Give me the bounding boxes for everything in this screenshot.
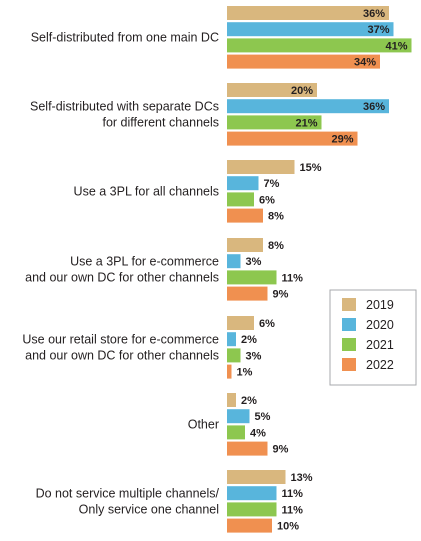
bar-2021 [227,115,322,130]
category-label: Only service one channel [79,502,219,516]
bar-2022 [227,364,232,379]
bar-2022 [227,131,358,146]
data-label: 4% [250,427,266,439]
category-label: for different channels [102,115,219,129]
category-labels-layer: Self-distributed from one main DC Self-di… [22,30,219,516]
data-label: 8% [268,211,284,223]
bar-2019 [227,238,263,252]
bar-2019 [227,83,317,97]
bar-2022 [227,54,380,69]
data-label: 10% [277,521,299,533]
legend-label-2021: 2021 [366,338,394,352]
data-label: 5% [255,411,271,423]
data-label: 6% [259,318,275,330]
bar-2021 [227,192,254,207]
bar-2020 [227,486,277,501]
data-label: 2% [241,395,257,407]
legend-swatch-2020 [342,318,356,331]
category-label: Use our retail store for e-commerce [22,332,219,346]
data-label: 34% [354,57,376,69]
bar-2019 [227,6,389,20]
legend: 2019 2020 2021 2022 [329,289,417,386]
data-label: 9% [273,444,289,456]
data-label: 9% [273,289,289,301]
category-label: Use a 3PL for e-commerce [70,254,219,268]
bar-2021 [227,425,245,440]
bar-2020 [227,254,241,269]
bar-2020 [227,99,389,114]
bar-2021 [227,38,412,53]
bar-2020 [227,332,236,347]
legend-swatch-2022 [342,358,356,371]
legend-swatch-2021 [342,338,356,351]
bar-2022 [227,208,263,223]
data-label: 1% [237,367,253,379]
category-label: Self-distributed from one main DC [31,30,219,44]
data-label: 36% [363,101,385,113]
bar-2021 [227,502,277,517]
legend-label-2022: 2022 [366,358,394,372]
data-label: 7% [264,178,280,190]
bar-2020 [227,22,394,37]
bar-2019 [227,393,236,407]
bar-2019 [227,470,286,484]
data-label: 2% [241,334,257,346]
legend-swatch-2019 [342,298,356,311]
category-label: Use a 3PL for all channels [74,184,219,198]
data-label: 3% [246,350,262,362]
bar-2022 [227,441,268,456]
bar-2022 [227,518,272,533]
category-label: Self-distributed with separate DCs [30,99,219,113]
data-label: 15% [300,162,322,174]
category-label: Other [188,417,219,431]
data-label: 3% [246,256,262,268]
bar-2021 [227,270,277,285]
bar-2020 [227,176,259,191]
bar-2020 [227,409,250,424]
bar-2019 [227,160,295,174]
data-label: 20% [291,85,313,97]
data-label: 13% [291,472,313,484]
bars-layer: 36% 37% 41% 34% 20% 36% 21% 29% 15% 7% 6% 8% 8% 3% 11%… [227,6,412,533]
data-label: 6% [259,194,275,206]
bar-2022 [227,286,268,301]
bar-2021 [227,348,241,363]
data-label: 36% [363,8,385,20]
data-label: 11% [282,272,304,284]
data-label: 8% [268,240,284,252]
data-label: 11% [282,488,304,500]
data-label: 41% [385,40,407,52]
legend-label-2019: 2019 [366,298,394,312]
data-label: 29% [331,134,353,146]
category-label: Do not service multiple channels/ [36,486,220,500]
legend-label-2020: 2020 [366,318,394,332]
data-label: 11% [282,504,304,516]
data-label: 21% [295,117,317,129]
category-label: and our own DC for other channels [25,270,219,284]
data-label: 37% [367,24,389,36]
category-label: and our own DC for other channels [25,348,219,362]
bar-2019 [227,316,254,330]
